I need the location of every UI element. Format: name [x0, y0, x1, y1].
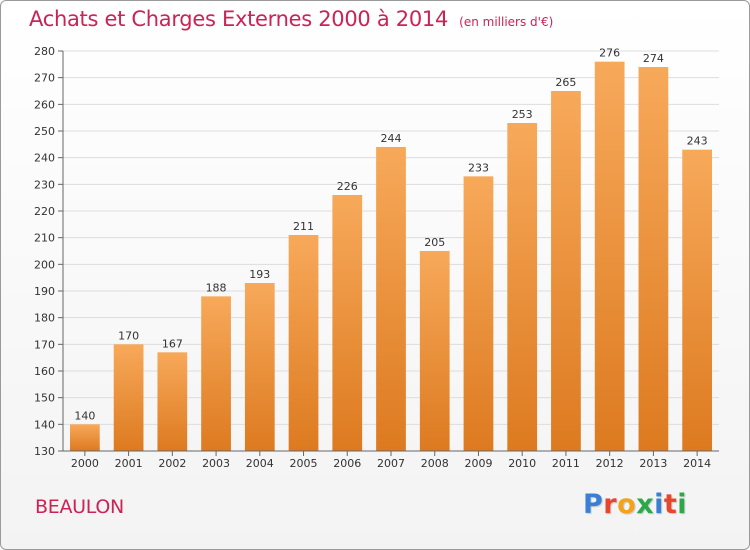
bar [594, 61, 625, 452]
x-axis: 2000 2001 2002 2003 2004 2005 2006 2007 2008 2009… [63, 450, 719, 470]
bar [507, 123, 538, 451]
logo-letter: i [677, 489, 688, 520]
bar [157, 352, 188, 451]
y-tick-label: 140 [34, 418, 55, 431]
x-tick-label: 2003 [202, 457, 230, 470]
x-tick-label: 2001 [115, 457, 143, 470]
y-tick-label: 260 [34, 98, 55, 111]
y-tick-label: 190 [34, 285, 55, 298]
x-tick-label: 2005 [290, 457, 318, 470]
bars [69, 61, 713, 452]
x-tick-label: 2013 [639, 457, 667, 470]
data-label: 188 [206, 281, 227, 294]
bar [113, 344, 144, 451]
y-tick-label: 130 [34, 445, 55, 458]
y-axis: 130 140 150 160 170 180 190 200 210 220 230 240 250 2… [34, 45, 64, 458]
bar [463, 176, 494, 452]
y-tick-label: 230 [34, 178, 55, 191]
data-label: 233 [468, 161, 489, 174]
logo-letter: o [617, 489, 637, 520]
data-label: 243 [687, 135, 708, 148]
bar [419, 251, 450, 451]
title-row: Achats et Charges Externes 2000 à 2014 (… [29, 7, 553, 31]
data-label: 170 [118, 329, 139, 342]
x-tick-label: 2007 [377, 457, 405, 470]
y-tick-label: 270 [34, 72, 55, 85]
logo-letter: r [603, 489, 618, 520]
data-label: 140 [74, 409, 95, 422]
x-tick-label: 2009 [464, 457, 492, 470]
logo-letter: t [663, 489, 678, 520]
x-tick-label: 2011 [552, 457, 580, 470]
data-label: 244 [381, 132, 402, 145]
logo-letter: i [654, 489, 664, 520]
bar [332, 195, 363, 451]
data-label: 253 [512, 108, 533, 121]
x-tick-label: 2012 [596, 457, 624, 470]
logo-letter: P [583, 489, 604, 520]
y-tick-label: 250 [34, 125, 55, 138]
bar [551, 91, 581, 451]
data-label: 205 [424, 236, 445, 249]
value-labels: 140 170 167 188 193 211 226 244 205 233 253 265 276 2… [74, 47, 707, 423]
data-label: 274 [643, 52, 664, 65]
bar [69, 424, 100, 451]
y-tick-label: 240 [34, 152, 55, 165]
logo-letter: x [636, 489, 655, 520]
bar [682, 149, 713, 451]
bar [638, 67, 669, 451]
y-tick-label: 150 [34, 392, 55, 405]
x-tick-label: 2008 [421, 457, 449, 470]
y-tick-label: 210 [34, 232, 55, 245]
chart-title: Achats et Charges Externes 2000 à 2014 [29, 7, 449, 31]
x-tick-label: 2014 [683, 457, 711, 470]
data-label: 211 [293, 220, 314, 233]
y-tick-label: 280 [34, 45, 55, 58]
proxiti-logo: Proxiti [583, 489, 687, 520]
chart-subtitle: (en milliers d'€) [459, 15, 554, 29]
x-tick-label: 2000 [71, 457, 99, 470]
commune-name: BEAULON [35, 496, 124, 518]
y-tick-label: 200 [34, 258, 55, 271]
x-tick-label: 2006 [333, 457, 361, 470]
x-tick-label: 2010 [508, 457, 536, 470]
bar [201, 296, 231, 451]
y-tick-label: 160 [34, 365, 55, 378]
data-label: 226 [337, 180, 358, 193]
data-label: 265 [555, 76, 576, 89]
bar [288, 235, 319, 451]
data-label: 193 [249, 268, 270, 281]
x-tick-label: 2004 [246, 457, 274, 470]
data-label: 167 [162, 337, 183, 350]
y-tick-label: 170 [34, 338, 55, 351]
bar [376, 147, 406, 451]
data-label: 276 [599, 47, 620, 60]
bar [244, 283, 275, 451]
y-tick-label: 220 [34, 205, 55, 218]
x-tick-label: 2002 [158, 457, 186, 470]
y-tick-label: 180 [34, 312, 55, 325]
